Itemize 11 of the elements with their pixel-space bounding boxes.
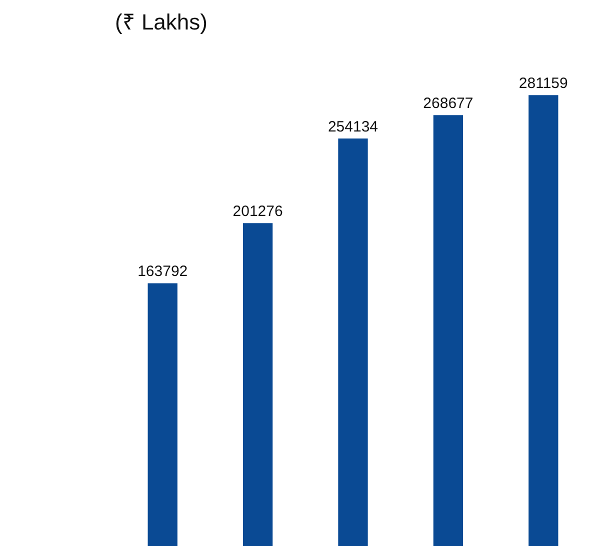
data-label: 281159 <box>518 75 568 92</box>
data-label: 163792 <box>138 263 188 280</box>
data-label: 268677 <box>423 95 474 112</box>
data-label: 254134 <box>328 118 378 136</box>
bar <box>433 115 464 546</box>
data-label: 201276 <box>232 203 283 220</box>
bar <box>528 95 558 546</box>
bar <box>242 223 273 546</box>
bar <box>338 138 368 546</box>
bar <box>148 283 178 546</box>
chart-title: (₹ Lakhs) <box>115 9 208 34</box>
